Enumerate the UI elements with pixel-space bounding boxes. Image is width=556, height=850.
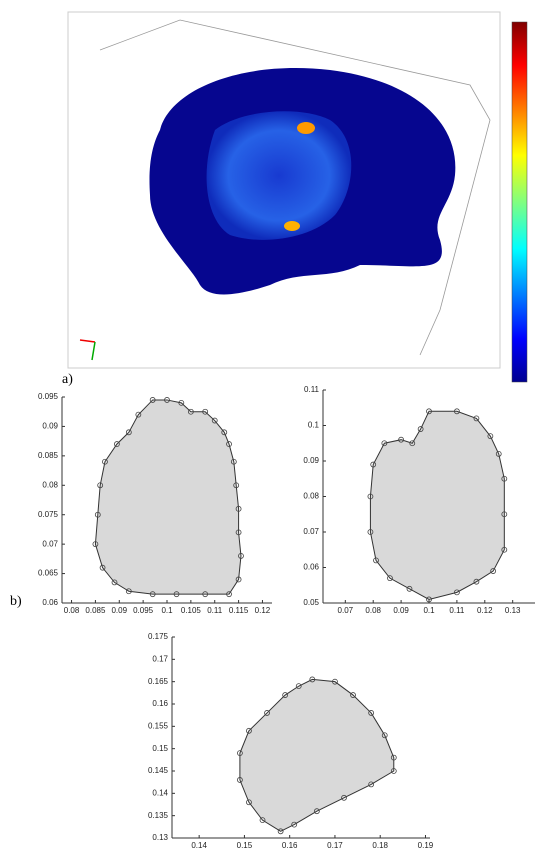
y-tick-label: 0.09 [303, 456, 319, 465]
x-tick-label: 0.12 [255, 606, 271, 615]
render-panel: a) [62, 12, 527, 387]
x-tick-label: 0.18 [372, 841, 388, 850]
y-tick-label: 0.075 [38, 510, 59, 519]
y-tick-label: 0.09 [42, 422, 58, 431]
y-tick-label: 0.145 [148, 766, 169, 775]
x-tick-label: 0.1 [161, 606, 173, 615]
x-tick-label: 0.17 [327, 841, 343, 850]
y-tick-label: 0.15 [152, 744, 168, 753]
y-tick-label: 0.065 [38, 569, 59, 578]
x-tick-label: 0.08 [64, 606, 80, 615]
y-tick-label: 0.085 [38, 451, 59, 460]
x-tick-label: 0.09 [111, 606, 127, 615]
x-tick-label: 0.105 [181, 606, 202, 615]
figure-page: a) b) 0.08 0.085 0.09 0.095 0.1 0.105 0.11 0.11… [0, 0, 556, 850]
y-tick-label: 0.165 [148, 677, 169, 686]
x-tick-label: 0.16 [282, 841, 298, 850]
x-tick-label: 0.11 [449, 606, 465, 615]
x-tick-label: 0.085 [85, 606, 106, 615]
x-tick-label: 0.09 [393, 606, 409, 615]
y-tick-label: 0.06 [42, 598, 58, 607]
hotspot [297, 122, 315, 134]
x-tick-label: 0.1 [423, 606, 435, 615]
y-tick-label: 0.1 [308, 421, 320, 430]
y-tick-label: 0.13 [152, 833, 168, 842]
y-tick-label: 0.05 [303, 598, 319, 607]
y-tick-label: 0.17 [152, 654, 168, 663]
x-tick-label: 0.08 [365, 606, 381, 615]
x-tick-label: 0.115 [229, 606, 249, 615]
y-tick-label: 0.07 [42, 539, 58, 548]
y-tick-label: 0.175 [148, 632, 169, 641]
x-tick-label: 0.095 [133, 606, 154, 615]
x-tick-label: 0.07 [338, 606, 354, 615]
y-tick-label: 0.08 [303, 492, 319, 501]
y-tick-label: 0.08 [42, 480, 58, 489]
y-tick-label: 0.06 [303, 563, 319, 572]
hotspot [284, 221, 300, 231]
y-tick-label: 0.095 [38, 392, 59, 401]
y-tick-label: 0.07 [303, 527, 319, 536]
x-tick-label: 0.14 [191, 841, 207, 850]
y-tick-label: 0.155 [148, 721, 169, 730]
y-tick-label: 0.135 [148, 811, 169, 820]
figure: a) b) 0.08 0.085 0.09 0.095 0.1 0.105 0.11 0.11… [0, 0, 556, 850]
contour-region [370, 411, 504, 599]
y-tick-label: 0.11 [304, 385, 320, 394]
x-tick-label: 0.15 [237, 841, 253, 850]
x-tick-label: 0.11 [207, 606, 223, 615]
x-tick-label: 0.13 [505, 606, 521, 615]
panel-label: b) [10, 594, 22, 609]
contour-region [95, 400, 241, 594]
y-tick-label: 0.16 [152, 699, 168, 708]
x-tick-label: 0.19 [418, 841, 434, 850]
colorbar [512, 22, 527, 382]
panel-label: a) [62, 372, 73, 387]
x-tick-label: 0.12 [477, 606, 493, 615]
y-tick-label: 0.14 [152, 788, 168, 797]
